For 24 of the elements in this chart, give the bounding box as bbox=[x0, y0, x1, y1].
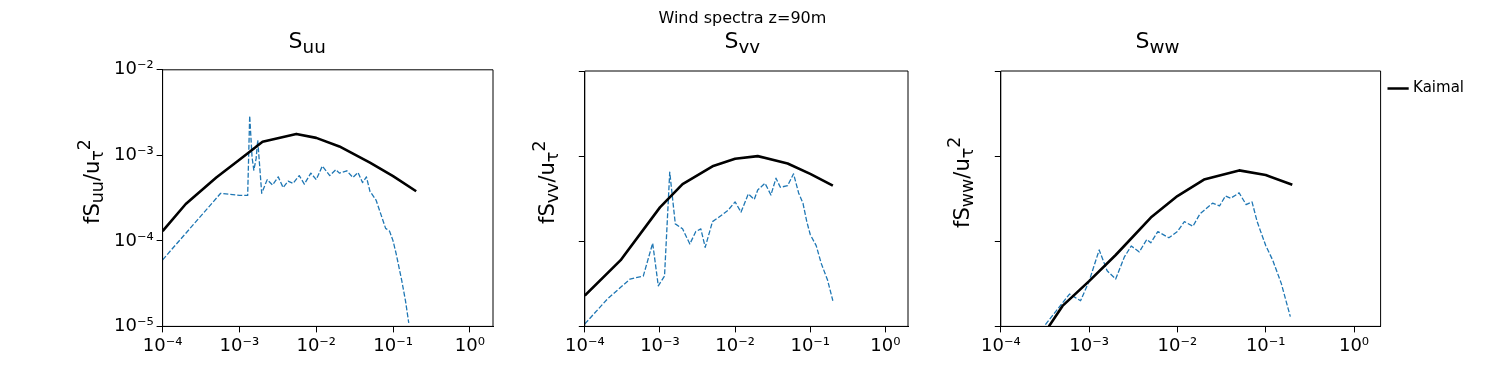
text: Wind spectra z=90m bbox=[657, 8, 828, 28]
x-tick-label: 10⁻⁴ bbox=[565, 333, 605, 355]
x-tick-label: 10⁻³ bbox=[640, 333, 681, 355]
y-tick-label: 10⁻⁴ bbox=[114, 228, 154, 250]
x-tick-label: 10⁻¹ bbox=[373, 333, 414, 355]
x-tick-label: 10⁰ bbox=[870, 333, 901, 355]
y-tick-label: 10⁻² bbox=[114, 57, 154, 79]
chart-title: S$_{ww}$ bbox=[1134, 28, 1181, 58]
x-tick-label: 10⁻³ bbox=[1068, 333, 1109, 355]
x-tick-label: 10⁻⁴ bbox=[143, 333, 183, 355]
y-tick-label: 10⁻³ bbox=[114, 143, 154, 165]
chart-title: S$_{uu}$ bbox=[287, 28, 327, 58]
x-tick-label: 10⁻¹ bbox=[790, 333, 831, 355]
x-tick-label: 10⁻² bbox=[296, 333, 337, 355]
x-tick-label: 10⁻⁴ bbox=[980, 333, 1021, 355]
chart-title: S$_{vv}$ bbox=[723, 28, 762, 58]
x-tick-label: 10⁰ bbox=[1338, 333, 1369, 355]
x-tick-label: 10⁻² bbox=[1157, 333, 1197, 355]
x-tick-label: 10⁻² bbox=[715, 333, 756, 355]
legend-label: Kaimal bbox=[1412, 78, 1464, 97]
x-tick-label: 10⁻³ bbox=[219, 333, 260, 355]
y-tick-label: 10⁻⁵ bbox=[114, 314, 154, 336]
x-tick-label: 10⁻¹ bbox=[1245, 333, 1286, 355]
x-tick-label: 10⁰ bbox=[455, 333, 486, 355]
